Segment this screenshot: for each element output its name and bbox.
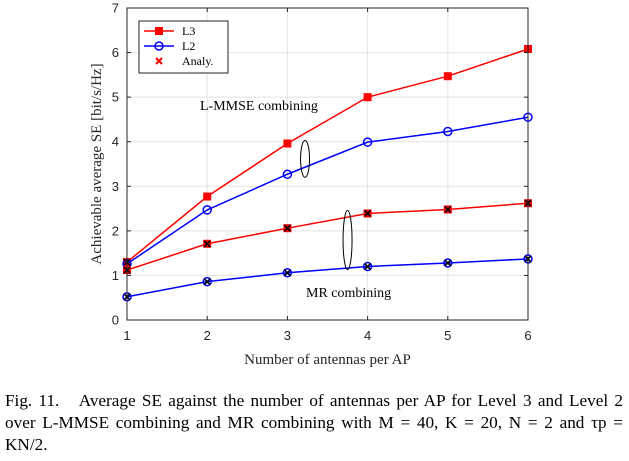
series-line-1 xyxy=(126,48,529,263)
data-point-4-4 xyxy=(362,261,373,272)
analytical-marker-stroke xyxy=(203,278,211,286)
y-tick-label: 1 xyxy=(112,268,119,283)
legend-marker-1 xyxy=(155,27,163,35)
x-marker-stroke xyxy=(155,57,163,65)
data-point-2-4 xyxy=(362,137,373,147)
analytical-point-3 xyxy=(203,240,211,248)
y-tick-label: 4 xyxy=(112,134,119,149)
caption-figure-number: Fig. 11. xyxy=(5,391,60,410)
analytical-point-10 xyxy=(283,269,291,277)
analytical-point-6 xyxy=(444,205,452,214)
annotations: L-MMSE combining MR combining xyxy=(200,99,391,301)
legend-box xyxy=(138,20,229,74)
annotation-ellipse-2 xyxy=(342,209,353,271)
x-tick-label: 4 xyxy=(364,328,371,343)
analytical-marker-stroke xyxy=(203,240,211,248)
data-point-4-5 xyxy=(443,258,453,268)
analytical-marker-stroke xyxy=(283,224,291,232)
x-tick-label: 2 xyxy=(204,328,211,343)
analytical-point-12 xyxy=(444,259,452,267)
caption-text: Average SE against the number of antenna… xyxy=(5,391,623,454)
legend-marker-3 xyxy=(155,57,163,65)
y-axis-label: Achievable average SE [bit/s/Hz] xyxy=(89,63,105,264)
data-point-2-2 xyxy=(202,205,212,215)
plot-frame xyxy=(126,7,529,321)
data-point-4-2 xyxy=(202,276,212,287)
analytical-point-11 xyxy=(364,262,372,271)
data-point-1-4 xyxy=(363,93,372,102)
series-lines xyxy=(122,45,533,302)
y-tick-label: 0 xyxy=(112,313,119,328)
analytical-marker-stroke xyxy=(364,262,372,271)
y-tick-label: 6 xyxy=(112,45,119,60)
data-point-1-5 xyxy=(443,72,452,81)
figure-caption: Fig. 11. Average SE against the number o… xyxy=(5,390,623,456)
y-tick-label: 3 xyxy=(112,179,119,194)
analytical-marker-stroke xyxy=(444,205,452,214)
x-tick-label: 5 xyxy=(444,328,451,343)
data-point-1-3 xyxy=(283,139,292,148)
data-point-2-5 xyxy=(443,126,453,137)
analytical-marker-stroke xyxy=(444,259,452,267)
x-tick-label: 6 xyxy=(524,328,531,343)
x-tick-label: 3 xyxy=(284,328,291,343)
series-line-4 xyxy=(126,258,529,298)
legend-label-3: Analy. xyxy=(182,54,214,68)
x-tick-label: 1 xyxy=(123,328,130,343)
y-tick-label: 5 xyxy=(112,90,119,105)
legend-label-2: L2 xyxy=(182,39,195,53)
series-line-2 xyxy=(126,116,529,265)
data-point-1-2 xyxy=(203,192,212,201)
x-axis-label: Number of antennas per AP xyxy=(244,352,411,368)
y-tick-label: 7 xyxy=(112,1,119,16)
legend-label-1: L3 xyxy=(182,24,195,38)
series-line-3 xyxy=(126,202,529,271)
legend-marker-2 xyxy=(154,41,164,51)
data-point-2-3 xyxy=(282,169,293,180)
annotation-ellipse-1 xyxy=(300,139,311,178)
analytical-point-4 xyxy=(283,224,291,232)
analytical-point-9 xyxy=(203,278,211,286)
analytical-marker-stroke xyxy=(283,269,291,277)
analytical-marker-stroke xyxy=(364,209,372,218)
data-point-4-3 xyxy=(282,268,293,278)
y-tick-label: 2 xyxy=(112,223,119,238)
annotation-label-2: MR combining xyxy=(306,286,391,301)
annotation-label-1: L-MMSE combining xyxy=(200,99,318,114)
analytical-point-5 xyxy=(364,209,372,218)
